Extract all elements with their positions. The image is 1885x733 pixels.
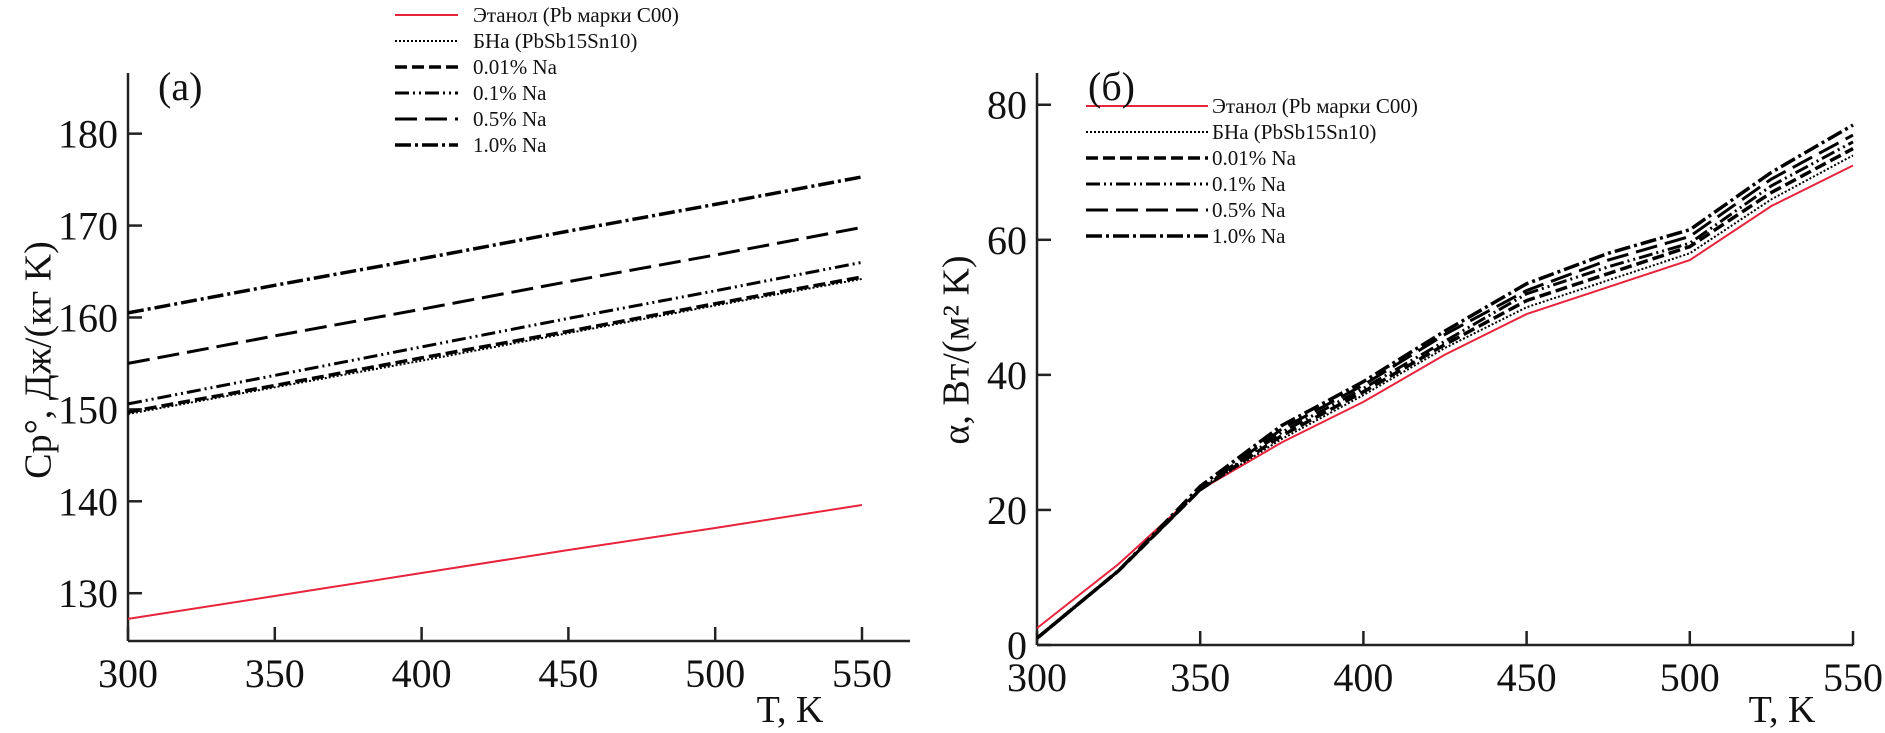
- legend-label: 0.1% Na: [1212, 172, 1286, 196]
- y-tick-label: 40: [987, 353, 1027, 398]
- x-axis-label: T, K: [757, 689, 824, 731]
- x-tick-label: 450: [538, 651, 598, 696]
- legend-label: 0.5% Na: [1212, 198, 1286, 222]
- x-tick-label: 350: [1170, 655, 1230, 700]
- y-tick-label: 20: [987, 488, 1027, 533]
- x-tick-label: 300: [1007, 655, 1067, 700]
- series-line-4: [1036, 140, 1854, 640]
- legend-label: БНа (PbSb15Sn10): [1212, 120, 1376, 144]
- series-line-6: [1035, 123, 1854, 640]
- y-axis-label: Cp°, Дж/(кг K): [18, 241, 60, 479]
- legend-label: Этанол (Pb марки C00): [473, 3, 679, 27]
- x-tick-label: 400: [1333, 655, 1393, 700]
- series-line-2: [127, 277, 863, 415]
- x-tick-label: 350: [245, 651, 305, 696]
- legend-label: 0.5% Na: [473, 107, 547, 131]
- y-tick-label: 150: [58, 387, 118, 432]
- series-line-2: [1036, 154, 1854, 639]
- y-tick-label: 0: [1007, 623, 1027, 668]
- chart-panel-2: 300 350 400 450 500 550 0 20 40 60 80 Этанол (Pb ма…: [936, 64, 1883, 731]
- legend-label: 0.01% Na: [1212, 146, 1297, 170]
- series-line-1: [1036, 164, 1854, 629]
- series-line-1: [127, 504, 863, 620]
- y-tick-label: 60: [987, 218, 1027, 263]
- y-tick-label: 170: [58, 204, 118, 249]
- legend-label: 0.1% Na: [473, 81, 547, 105]
- legend-label: 1.0% Na: [1212, 224, 1286, 248]
- y-tick-label: 140: [58, 479, 118, 524]
- legend-label: 0.01% Na: [473, 55, 558, 79]
- legend-label: 1.0% Na: [473, 133, 547, 157]
- x-tick-label: 500: [685, 651, 745, 696]
- x-tick-label: 300: [98, 651, 158, 696]
- x-tick-label: 450: [1497, 655, 1557, 700]
- y-tick-label: 130: [58, 571, 118, 616]
- x-tick-label: 550: [1823, 655, 1883, 700]
- x-tick-label: 550: [832, 651, 892, 696]
- series-line-3: [127, 275, 863, 414]
- series-line-3: [1035, 147, 1854, 640]
- legend-label: БНа (PbSb15Sn10): [473, 29, 637, 53]
- y-tick-label: 180: [58, 112, 118, 157]
- legend-label: Этанол (Pb марки C00): [1212, 94, 1418, 118]
- x-tick-label: 400: [392, 651, 452, 696]
- panel-label: (б): [1088, 64, 1135, 109]
- y-tick-label: 160: [58, 295, 118, 340]
- y-axis-label: α, Вт/(м² K): [936, 255, 978, 444]
- chart-panel-1: 300 350 400 450 500 550 130 140 150 160 170 180 Этан…: [18, 3, 910, 731]
- series-line-5: [127, 225, 863, 365]
- series-line-4: [127, 260, 863, 406]
- y-tick-label: 80: [987, 83, 1027, 128]
- x-tick-label: 500: [1660, 655, 1720, 700]
- panel-label: (a): [158, 64, 202, 109]
- series-line-6: [127, 175, 863, 315]
- x-axis-label: T, K: [1749, 689, 1816, 731]
